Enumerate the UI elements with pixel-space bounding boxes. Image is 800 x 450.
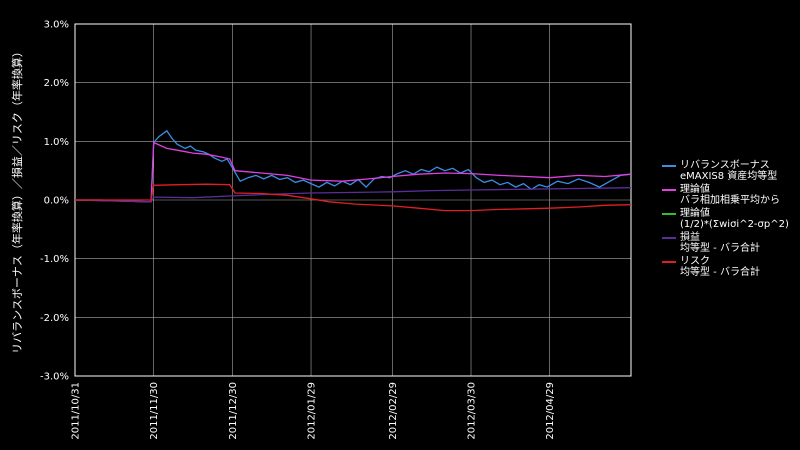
x-tick-label: 2012/02/29 bbox=[388, 382, 399, 440]
legend-item-5: リスク 均等型 - バラ合計 bbox=[662, 256, 800, 278]
y-tick-label: -3.0% bbox=[40, 372, 69, 383]
series-layer bbox=[74, 129, 632, 212]
y-tick-label: 0.0% bbox=[44, 196, 69, 207]
legend-swatch bbox=[662, 213, 676, 215]
series-line-2 bbox=[74, 141, 632, 203]
legend-label: リバランスボーナス bbox=[680, 160, 770, 171]
legend-label: 均等型 - バラ合計 bbox=[680, 267, 760, 278]
legend-item-4: 損益 均等型 - バラ合計 bbox=[662, 232, 800, 254]
x-tick-label: 2012/01/29 bbox=[307, 382, 318, 440]
series-line-4 bbox=[74, 187, 632, 203]
y-tick-label: -1.0% bbox=[40, 254, 69, 265]
x-tick-label: 2011/10/31 bbox=[71, 382, 82, 440]
x-tick-label: 2012/03/30 bbox=[467, 382, 478, 440]
legend-label: 損益 bbox=[680, 232, 700, 243]
legend-label: (1/2)*(Σwiσi^2-σp^2) bbox=[680, 219, 789, 230]
legend-label: 理論値 bbox=[680, 208, 710, 219]
legend-swatch bbox=[662, 261, 676, 263]
x-tick-label: 2011/11/30 bbox=[149, 382, 160, 440]
legend-label: 均等型 - バラ合計 bbox=[680, 243, 760, 254]
legend-swatch bbox=[662, 189, 676, 191]
legend-item-3: 理論値 (1/2)*(Σwiσi^2-σp^2) bbox=[662, 208, 800, 230]
y-tick-label: 2.0% bbox=[44, 78, 69, 89]
x-tick-label: 2011/12/30 bbox=[228, 382, 239, 440]
legend-swatch bbox=[662, 165, 676, 167]
legend-label: バラ相加相乗平均から bbox=[680, 195, 780, 206]
legend-label: eMAXIS8 資産均等型 bbox=[680, 171, 778, 182]
series-line-1 bbox=[75, 129, 632, 203]
legend: リバランスボーナス eMAXIS8 資産均等型 理論値 バラ相加相乗平均から 理論値 (1… bbox=[662, 160, 800, 280]
series-line-5 bbox=[75, 183, 632, 212]
legend-item-2: 理論値 バラ相加相乗平均から bbox=[662, 184, 800, 206]
y-axis-label: リバランスボーナス（年率換算）／損益／リスク（年率換算） bbox=[10, 46, 24, 354]
legend-label: 理論値 bbox=[680, 184, 710, 195]
gridlines bbox=[74, 23, 631, 377]
legend-label: リスク bbox=[680, 256, 710, 267]
y-tick-label: 1.0% bbox=[44, 137, 69, 148]
x-tick-labels: 2011/10/31 2011/11/30 2011/12/30 2012/01/29… bbox=[71, 382, 557, 440]
x-tick-label: 2012/04/29 bbox=[545, 382, 556, 440]
y-tick-labels: 3.0% 2.0% 1.0% 0.0% -1.0% -2.0% -3.0% bbox=[40, 20, 69, 383]
y-tick-label: -2.0% bbox=[40, 313, 69, 324]
legend-swatch bbox=[662, 237, 676, 239]
y-tick-label: 3.0% bbox=[44, 20, 69, 31]
legend-item-1: リバランスボーナス eMAXIS8 資産均等型 bbox=[662, 160, 800, 182]
